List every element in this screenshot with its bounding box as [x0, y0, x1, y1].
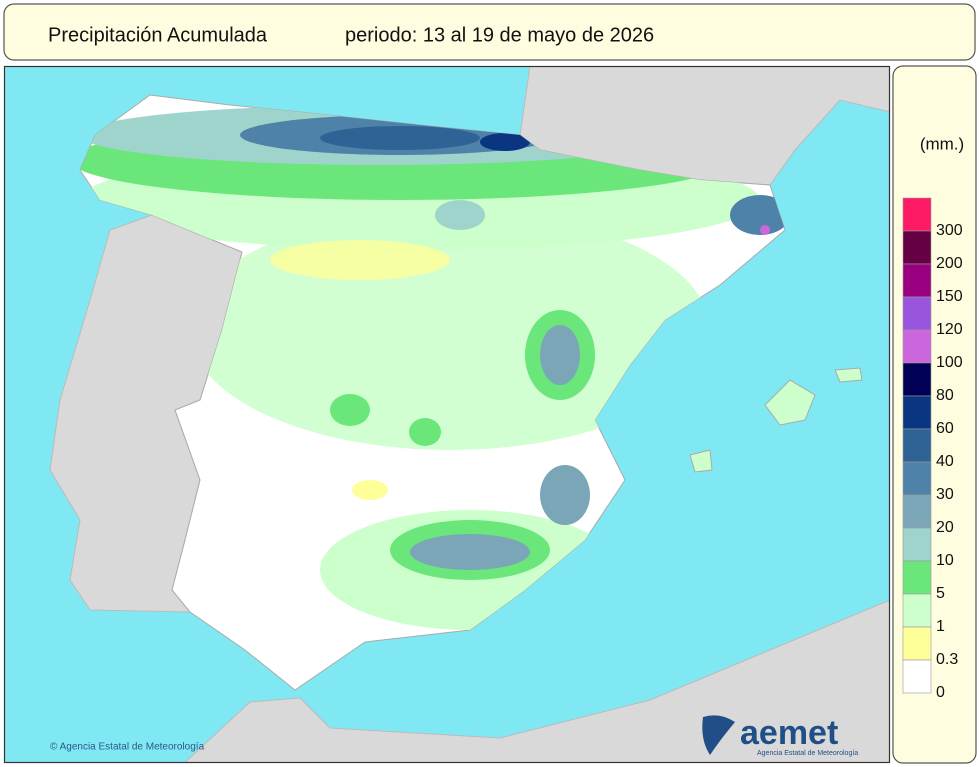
legend: 300 200 150 120 100 80 60 40 30 20 10 5 1 0.3 0	[902, 197, 963, 701]
legend-label: 20	[936, 519, 954, 536]
legend-swatch	[902, 296, 932, 331]
legend-swatch	[902, 527, 932, 562]
legend-label: 10	[936, 552, 954, 569]
map-frame	[3, 65, 891, 764]
logo-icon	[702, 715, 735, 755]
legend-label: 40	[936, 453, 954, 470]
menorca	[834, 367, 863, 383]
legend-label: 300	[936, 222, 963, 239]
legend-swatch	[902, 560, 932, 595]
header-title: Precipitación Acumulada	[48, 24, 268, 46]
legend-swatch	[902, 362, 932, 397]
legend-label: 60	[936, 420, 954, 437]
legend-swatch	[902, 428, 932, 463]
legend-label: 200	[936, 255, 963, 272]
legend-label: 100	[936, 354, 963, 371]
legend-label: 80	[936, 387, 954, 404]
legend-unit: (mm.)	[920, 134, 964, 153]
legend-label: 0.3	[936, 651, 958, 668]
header-box	[3, 3, 976, 61]
map-credit: © Agencia Estatal de Meteorología	[50, 742, 205, 753]
legend-swatch	[902, 263, 932, 298]
legend-label: 150	[936, 288, 963, 305]
legend-swatch	[902, 395, 932, 430]
legend-label: 30	[936, 486, 954, 503]
logo: aemet	[740, 714, 838, 752]
legend-label: 5	[936, 585, 945, 602]
legend-label: 0	[936, 684, 945, 701]
mallorca	[764, 379, 816, 426]
header-period: periodo: 13 al 19 de mayo de 2026	[345, 24, 654, 46]
legend-swatch	[902, 659, 932, 694]
map: © Agencia Estatal de Meteorología aemet …	[5, 67, 889, 762]
legend-swatch	[902, 197, 932, 232]
ibiza	[689, 449, 713, 473]
legend-swatch	[902, 329, 932, 364]
legend-label: 1	[936, 618, 945, 635]
legend-swatch	[902, 230, 932, 265]
legend-swatch	[902, 494, 932, 529]
legend-swatch	[902, 626, 932, 661]
legend-swatch	[902, 461, 932, 496]
logo-subtitle: Agencia Estatal de Meteorología	[757, 750, 858, 757]
legend-swatch	[902, 593, 932, 628]
legend-label: 120	[936, 321, 963, 338]
